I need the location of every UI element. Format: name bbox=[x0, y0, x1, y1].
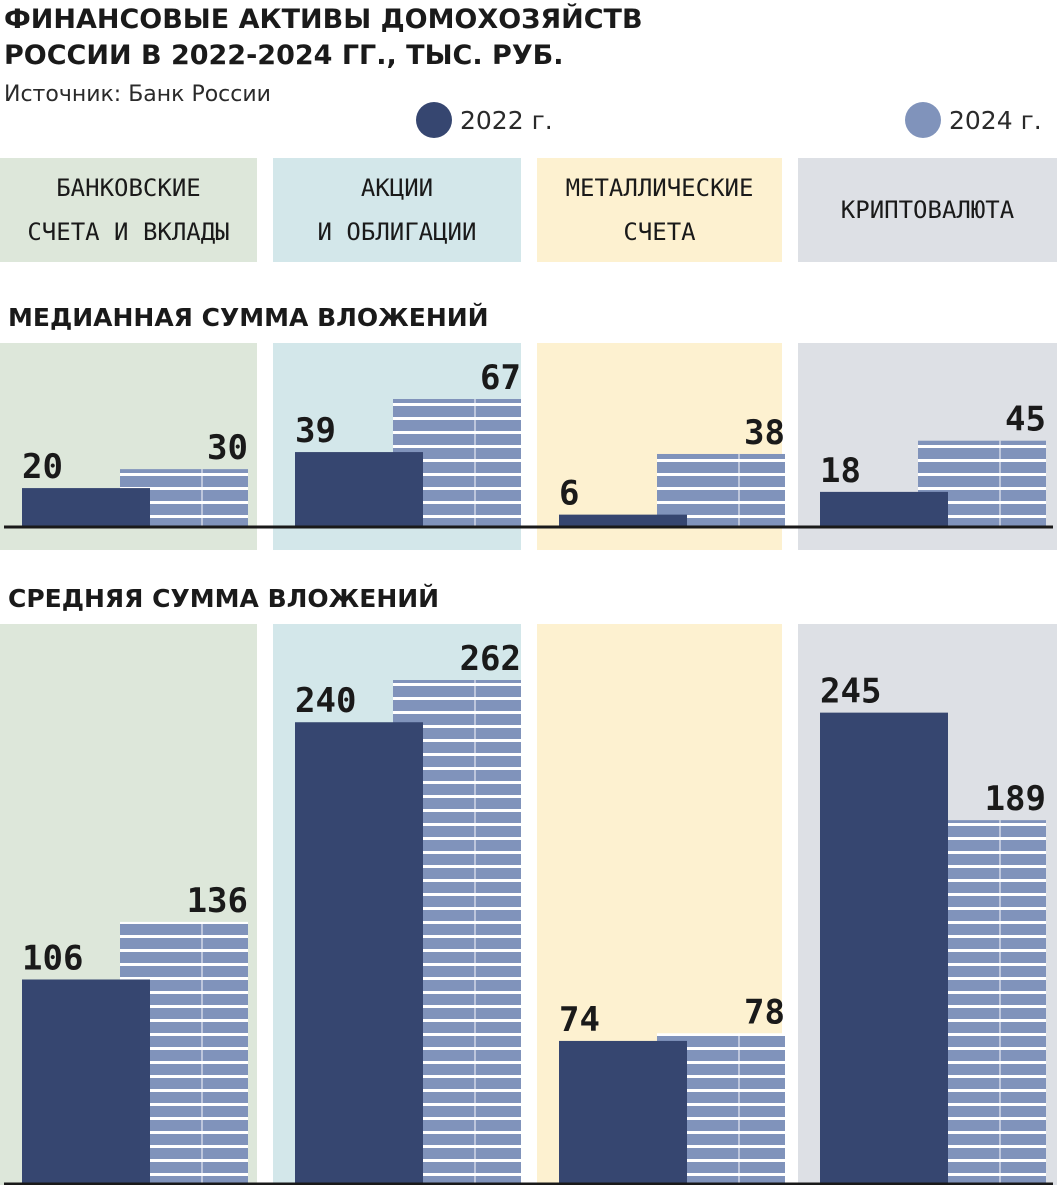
legend-item-2022: 2022 г. bbox=[416, 100, 553, 140]
legend-label-2024: 2024 г. bbox=[949, 105, 1042, 135]
bar-median-stocks-2022 bbox=[295, 452, 423, 526]
value-labels: 20 30 39 67 6 38 18 45 106 136 240 262 74 78 245 189 bbox=[22, 358, 1046, 1040]
legend-item-2024: 2024 г. bbox=[905, 100, 1042, 140]
value-label-mean-bank-2024: 136 bbox=[187, 881, 248, 921]
legend-swatch-2024 bbox=[905, 102, 941, 138]
value-label-mean-metal-2022: 74 bbox=[559, 1000, 600, 1040]
value-label-mean-crypto-2024: 189 bbox=[985, 779, 1046, 819]
bar-mean-stocks-2022 bbox=[295, 722, 423, 1183]
category-header-metal: МЕТАЛЛИЧЕСКИЕ СЧЕТА bbox=[537, 158, 782, 262]
value-label-median-stocks-2022: 39 bbox=[295, 411, 336, 451]
bar-mean-metal-2022 bbox=[559, 1040, 687, 1183]
value-label-median-bank-2022: 20 bbox=[22, 447, 63, 487]
bars bbox=[22, 399, 1046, 1183]
value-label-mean-stocks-2022: 240 bbox=[295, 681, 356, 721]
value-label-median-crypto-2024: 45 bbox=[1005, 400, 1046, 440]
chart-title-line-1: ФИНАНСОВЫЕ АКТИВЫ ДОМОХОЗЯЙСТВ bbox=[4, 4, 643, 35]
value-label-median-crypto-2022: 18 bbox=[820, 451, 861, 491]
value-label-mean-metal-2024: 78 bbox=[744, 992, 785, 1032]
panel-title-median: МЕДИАННАЯ СУММА ВЛОЖЕНИЙ bbox=[8, 303, 489, 332]
chart-title-line-2: РОССИИ В 2022-2024 ГГ., ТЫС. РУБ. bbox=[4, 40, 564, 71]
value-label-median-metal-2024: 38 bbox=[744, 413, 785, 453]
category-header-stocks: АКЦИИ И ОБЛИГАЦИИ bbox=[273, 158, 521, 262]
value-label-mean-crypto-2022: 245 bbox=[820, 672, 881, 712]
legend-label-2022: 2022 г. bbox=[460, 105, 553, 135]
value-label-median-metal-2022: 6 bbox=[559, 474, 579, 514]
value-label-median-stocks-2024: 67 bbox=[480, 358, 521, 398]
category-header-crypto: КРИПТОВАЛЮТА bbox=[798, 158, 1057, 262]
baselines bbox=[4, 525, 1053, 1185]
chart-title: ФИНАНСОВЫЕ АКТИВЫ ДОМОХОЗЯЙСТВ РОССИИ В 2… bbox=[4, 2, 643, 74]
category-header-bank: БАНКОВСКИЕ СЧЕТА И ВКЛАДЫ bbox=[0, 158, 257, 262]
value-label-median-bank-2024: 30 bbox=[207, 428, 248, 468]
bar-mean-crypto-2022 bbox=[820, 712, 948, 1183]
bar-median-crypto-2022 bbox=[820, 491, 948, 526]
bar-median-bank-2022 bbox=[22, 488, 150, 526]
panel-title-mean: СРЕДНЯЯ СУММА ВЛОЖЕНИЙ bbox=[8, 584, 440, 613]
bar-median-metal-2024 bbox=[657, 453, 785, 526]
value-label-mean-stocks-2024: 262 bbox=[460, 639, 521, 679]
source-note: Источник: Банк России bbox=[4, 82, 271, 107]
bar-median-metal-2022 bbox=[559, 514, 687, 526]
legend-swatch-2022 bbox=[416, 102, 452, 138]
bar-mean-bank-2022 bbox=[22, 979, 150, 1183]
value-label-mean-bank-2022: 106 bbox=[22, 938, 83, 978]
